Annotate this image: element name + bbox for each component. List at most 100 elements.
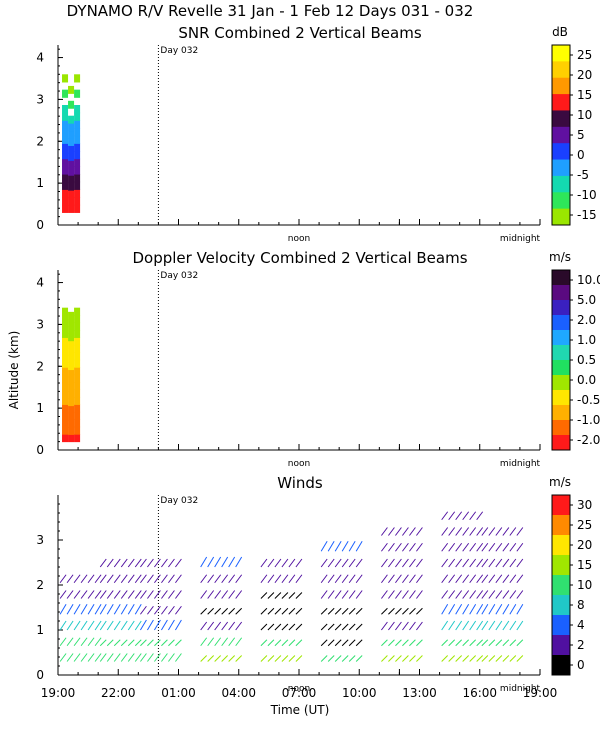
wind-barb: [267, 655, 275, 662]
y-tick-label: 0: [36, 668, 44, 682]
wind-barb: [481, 558, 489, 568]
heatmap-cell: [74, 166, 81, 175]
wind-barb: [235, 637, 243, 647]
wind-barb: [402, 527, 409, 536]
wind-barb: [168, 558, 175, 568]
colorbar-swatch: [552, 143, 570, 161]
wind-barb: [214, 556, 222, 568]
wind-barb: [235, 574, 243, 584]
heatmap-cell: [74, 389, 81, 398]
wind-barb: [73, 637, 81, 647]
wind-barb: [106, 639, 114, 647]
wind-barb: [274, 607, 282, 615]
wind-barb: [502, 603, 510, 615]
wind-barb: [395, 621, 402, 631]
wind-barb: [207, 607, 215, 615]
wind-barb: [488, 574, 496, 584]
wind-barb: [402, 621, 409, 631]
heatmap-cell: [62, 426, 69, 435]
wind-barb: [214, 574, 222, 584]
wind-barb: [228, 556, 236, 568]
wind-barb: [495, 527, 503, 536]
wind-barb: [267, 592, 275, 599]
heatmap-cell: [74, 307, 81, 316]
wind-barb: [502, 558, 510, 568]
wind-barb: [134, 590, 142, 599]
wind-barb: [327, 655, 335, 662]
x-tick-label: 22:00: [101, 686, 136, 700]
wind-barb: [295, 607, 303, 615]
wind-barb: [127, 574, 135, 584]
heatmap-cell: [62, 404, 69, 413]
colorbar-swatch: [552, 575, 570, 596]
wind-barb: [469, 620, 477, 631]
wind-barb: [161, 590, 168, 599]
wind-barb: [127, 620, 135, 631]
heatmap-cell: [74, 174, 81, 183]
colorbar-swatch: [552, 285, 570, 301]
wind-barb: [127, 558, 135, 568]
wind-barb: [59, 590, 67, 599]
wind-barb: [381, 621, 388, 631]
wind-barb: [200, 574, 208, 584]
wind-barb: [327, 574, 335, 584]
wind-barb: [161, 639, 168, 647]
wind-barb: [448, 511, 456, 521]
wind-barb: [80, 590, 88, 599]
wind-barb: [516, 527, 524, 536]
wind-barb: [462, 558, 470, 568]
wind-barb: [455, 639, 463, 647]
wind-barb: [448, 639, 456, 647]
y-tick-label: 2: [36, 134, 44, 148]
wind-barb: [106, 590, 114, 599]
colorbar-label: 25: [577, 518, 592, 532]
wind-barb: [441, 511, 449, 521]
wind-barb: [355, 655, 363, 662]
wind-barb: [99, 653, 107, 662]
wind-barb: [462, 527, 470, 536]
wind-barb: [355, 558, 363, 568]
colorbar-label: 0: [577, 658, 585, 672]
colorbar-swatch: [552, 655, 570, 676]
wind-barb: [381, 527, 388, 536]
wind-barb: [281, 592, 289, 599]
wind-barb: [106, 574, 114, 584]
wind-barb: [409, 527, 416, 536]
colorbar-swatch: [552, 360, 570, 376]
wind-barb: [509, 620, 517, 631]
wind-barb: [99, 590, 107, 599]
wind-barb: [87, 574, 95, 584]
heatmap-cell: [62, 344, 69, 353]
heatmap-cell: [62, 181, 69, 190]
wind-barb: [281, 639, 289, 647]
wind-barb: [355, 540, 363, 552]
wind-barb: [495, 574, 503, 584]
wind-barb: [462, 639, 470, 647]
colorbar-label: 1.0: [577, 333, 596, 347]
heatmap-cell: [74, 322, 81, 331]
wind-barb: [441, 655, 449, 662]
wind-barb: [80, 653, 88, 662]
wind-barb: [469, 511, 477, 521]
wind-barb: [320, 590, 328, 599]
wind-barb: [388, 655, 395, 662]
colorbar-swatch: [552, 126, 570, 144]
heatmap-cell: [62, 143, 69, 152]
wind-barb: [207, 637, 215, 647]
wind-barb: [207, 621, 215, 631]
wind-barb: [167, 619, 175, 631]
wind-barb: [395, 655, 402, 662]
colorbar-swatch: [552, 110, 570, 128]
wind-barb: [274, 655, 282, 662]
wind-barb: [113, 603, 121, 615]
wind-barb: [120, 558, 128, 568]
wind-barb: [488, 558, 496, 568]
wind-barb: [416, 542, 423, 552]
heatmap-cell: [62, 322, 69, 331]
heatmap-cell: [62, 411, 69, 420]
wind-barb: [348, 655, 356, 662]
heatmap-cell: [74, 404, 81, 413]
heatmap-cell: [74, 344, 81, 353]
wind-barb: [448, 603, 456, 615]
wind-barb: [134, 558, 142, 568]
